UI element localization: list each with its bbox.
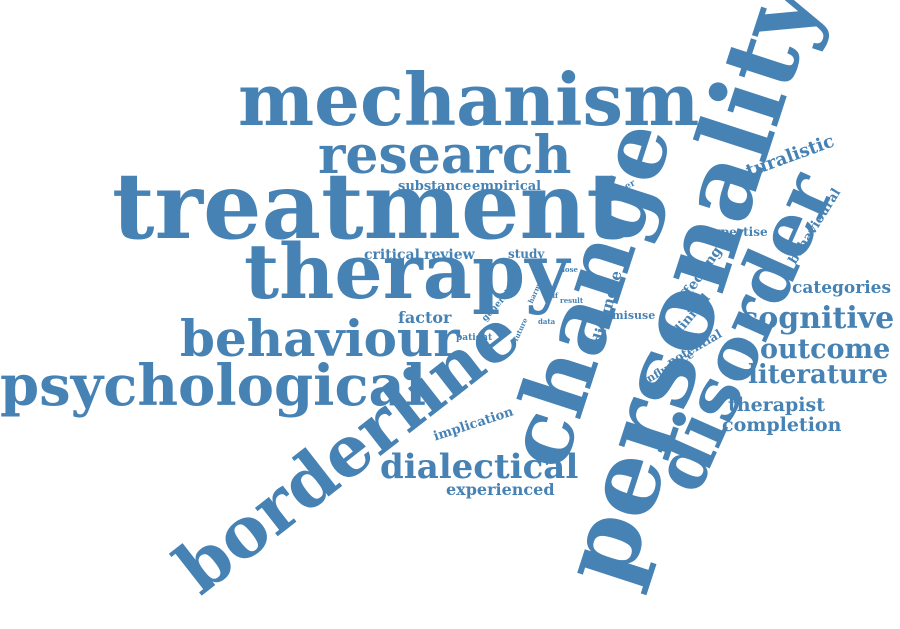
word-patient: patient (456, 333, 493, 343)
word-literature: literature (748, 360, 889, 390)
word-mechanism: mechanism (238, 57, 700, 142)
word-cognitive: cognitive (740, 301, 895, 336)
word-expertise: expertise (706, 225, 768, 239)
word-therapy: therapy (244, 227, 570, 316)
word-substance: substance (398, 179, 472, 194)
word-empirical: empirical (472, 179, 542, 194)
word-review: review (424, 247, 475, 263)
word-dose: dose (560, 265, 578, 274)
word-behaviour: behaviour (180, 309, 460, 368)
word-completion: completion (722, 414, 842, 436)
word-factor: factor (398, 308, 452, 327)
word-categories: categories (792, 278, 892, 298)
word-experienced: experienced (446, 480, 555, 499)
word-data: data (538, 317, 556, 326)
word-self: self (544, 291, 559, 300)
word-psychological: psychological (0, 353, 427, 419)
word-study: study (508, 247, 545, 261)
word-therapist: therapist (728, 394, 825, 416)
word-treatment: treatment (112, 152, 629, 260)
word-misuse: misuse (612, 309, 656, 322)
word-outcome: outcome (760, 334, 891, 365)
word-dialectical: dialectical (380, 447, 579, 487)
word-result: result (560, 296, 584, 305)
word-critical: critical (364, 247, 420, 263)
word-research: research (318, 125, 572, 186)
